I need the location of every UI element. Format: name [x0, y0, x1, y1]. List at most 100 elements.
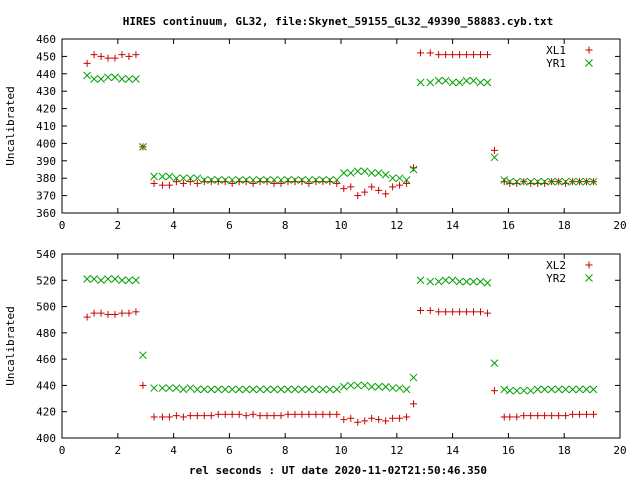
data-point-xl1 — [470, 51, 478, 59]
data-point-yr1 — [319, 176, 327, 184]
data-point-yr1 — [469, 76, 478, 85]
data-point-xl2 — [562, 412, 570, 420]
data-point-yr2 — [381, 382, 390, 391]
data-point-yr2 — [402, 385, 411, 394]
x-tick-label: 10 — [334, 444, 347, 457]
y-tick-label: 400 — [36, 432, 56, 445]
data-point-yr2 — [561, 385, 570, 394]
data-point-xl1 — [326, 178, 334, 186]
data-point-xl1 — [319, 178, 327, 186]
data-point-yr1 — [575, 177, 584, 186]
data-point-yr2 — [512, 386, 521, 395]
data-point-xl1 — [221, 178, 229, 186]
data-point-yr1 — [441, 76, 450, 85]
data-point-yr2 — [441, 276, 450, 285]
data-point-yr2 — [388, 384, 397, 392]
data-point-xl1 — [256, 178, 264, 186]
data-point-xl2 — [410, 400, 418, 408]
data-point-xl1 — [541, 179, 549, 187]
data-point-yr1 — [339, 169, 348, 177]
data-point-yr2 — [125, 276, 133, 285]
data-point-xl1 — [263, 178, 271, 186]
x-tick-label: 14 — [446, 219, 460, 232]
data-point-yr1 — [395, 174, 404, 183]
data-point-yr2 — [409, 373, 418, 382]
data-point-yr1 — [483, 78, 492, 87]
data-point-yr1 — [125, 75, 133, 83]
data-point-yr1 — [526, 177, 535, 186]
data-point-xl2 — [375, 416, 383, 424]
bottom-axis-ticks: 0 2 4 6 8 10 12 14 16 18 20 400 420 440 460 480 500 520 54… — [36, 248, 627, 457]
data-point-xl1 — [186, 178, 194, 186]
data-point-xl2 — [541, 412, 549, 420]
top-chart-panel: 0 2 4 6 8 10 12 14 16 18 20 360 370 380 390 400 410 420 43… — [4, 33, 627, 232]
data-point-xl2 — [172, 412, 180, 420]
data-point-yr2 — [533, 385, 542, 394]
data-point-xl1 — [118, 51, 126, 59]
data-point-yr2 — [111, 275, 119, 283]
data-point-yr2 — [360, 381, 369, 390]
data-point-yr1 — [270, 176, 278, 184]
data-point-xl1 — [193, 179, 201, 187]
data-point-xl1 — [312, 178, 320, 186]
data-point-yr2 — [200, 385, 209, 394]
x-tick-label: 12 — [390, 219, 403, 232]
x-tick-label: 0 — [59, 219, 66, 232]
data-point-xl1 — [132, 51, 140, 59]
data-point-xl1 — [527, 179, 535, 187]
data-point-yr1 — [434, 76, 443, 85]
y-tick-label: 430 — [36, 85, 56, 98]
data-point-xl1 — [361, 188, 369, 196]
data-point-yr2 — [193, 385, 202, 394]
data-point-xl2 — [576, 410, 584, 418]
data-point-xl2 — [305, 410, 313, 418]
data-point-xl2 — [284, 410, 292, 418]
data-point-xl2 — [326, 410, 334, 418]
data-point-yr2 — [242, 385, 250, 394]
data-point-xl2 — [354, 418, 362, 426]
data-point-yr1 — [111, 73, 119, 82]
data-point-yr1 — [291, 176, 299, 184]
data-point-xl2 — [382, 417, 390, 425]
data-point-yr2 — [568, 385, 577, 394]
data-point-yr1 — [388, 174, 397, 183]
data-point-yr1 — [589, 177, 598, 186]
top-plot-frame — [61, 38, 621, 214]
data-point-yr1 — [193, 174, 202, 183]
data-point-yr1 — [263, 176, 271, 184]
data-point-yr1 — [277, 176, 285, 184]
data-point-yr1 — [97, 75, 105, 83]
data-point-xl2 — [221, 410, 229, 418]
x-tick-label: 4 — [170, 219, 177, 232]
x-tick-label: 6 — [226, 219, 233, 232]
data-point-xl2 — [483, 309, 491, 317]
data-point-xl1 — [270, 179, 278, 187]
data-point-yr2 — [284, 385, 292, 394]
data-point-xl2 — [435, 308, 443, 316]
data-point-yr2 — [139, 351, 147, 360]
x-tick-label: 6 — [226, 444, 233, 457]
data-point-yr2 — [367, 382, 376, 391]
data-point-xl2 — [569, 410, 577, 418]
data-point-xl2 — [291, 410, 299, 418]
data-point-xl1 — [333, 179, 341, 187]
y-tick-label: 540 — [36, 248, 56, 261]
bottom-data-points — [83, 275, 598, 426]
data-point-yr1 — [118, 75, 126, 83]
data-point-xl2 — [527, 412, 535, 420]
legend-label-yr2: YR2 — [546, 272, 566, 285]
data-point-yr2 — [172, 384, 181, 392]
data-point-xl1 — [242, 178, 250, 186]
data-point-xl2 — [179, 413, 187, 421]
bottom-y-axis-label: Uncalibrated — [4, 306, 17, 385]
data-point-yr2 — [395, 384, 404, 392]
data-point-yr2 — [228, 385, 237, 394]
data-point-yr1 — [476, 78, 485, 87]
data-point-yr2 — [490, 359, 499, 367]
legend-marker-yr1 — [585, 59, 593, 67]
data-point-xl2 — [270, 412, 278, 420]
x-tick-label: 16 — [502, 219, 515, 232]
data-point-xl2 — [389, 414, 397, 422]
